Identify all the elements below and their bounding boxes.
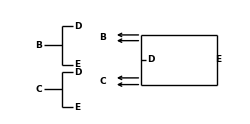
Text: B: B — [35, 41, 42, 50]
Text: E: E — [74, 60, 80, 69]
Text: E: E — [74, 103, 80, 112]
Text: D: D — [74, 22, 81, 31]
Text: E: E — [214, 55, 220, 64]
Text: D: D — [74, 68, 81, 77]
Text: C: C — [99, 77, 106, 86]
Text: B: B — [99, 33, 106, 42]
Text: C: C — [35, 85, 42, 94]
Text: D: D — [146, 55, 154, 64]
